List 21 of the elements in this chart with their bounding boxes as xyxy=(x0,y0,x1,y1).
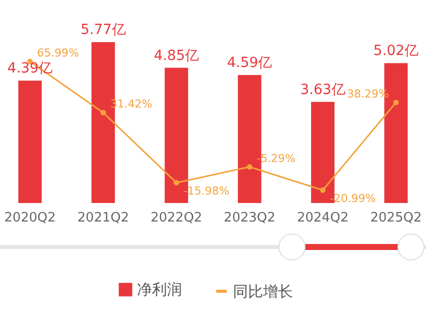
data-label: 3.63亿 xyxy=(300,82,346,98)
data-label: 4.85亿 xyxy=(154,48,199,64)
point xyxy=(393,100,399,106)
x-tick-label: 2020Q2 xyxy=(4,210,56,226)
point xyxy=(320,187,326,193)
legend-label: 同比增长 xyxy=(233,282,293,300)
legend-label: 净利润 xyxy=(137,280,182,299)
data-label: 65.99% xyxy=(37,46,79,60)
x-tick-label: 2021Q2 xyxy=(77,210,130,226)
point xyxy=(246,164,252,170)
x-tick-label: 2023Q2 xyxy=(224,210,276,226)
x-tick-label: 2022Q2 xyxy=(150,210,202,226)
x-tick-label: 2024Q2 xyxy=(296,210,349,226)
x-tick-label: 2025Q2 xyxy=(370,210,422,226)
data-label: 4.39亿 xyxy=(7,60,53,77)
data-label: 5.02亿 xyxy=(373,43,419,60)
point xyxy=(174,180,180,186)
bar xyxy=(18,80,42,203)
data-label: 4.59亿 xyxy=(227,55,272,72)
point xyxy=(100,110,106,116)
data-label: 5.77亿 xyxy=(80,22,126,38)
